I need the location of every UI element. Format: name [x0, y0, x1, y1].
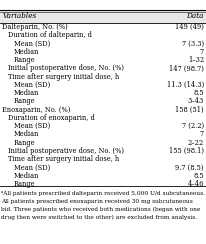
Text: Mean (SD): Mean (SD): [14, 40, 50, 48]
Text: ᵃAll patients prescribed dalteparin received 5,000 U/d subcutaneous.: ᵃAll patients prescribed dalteparin rece…: [1, 191, 204, 195]
Text: 2–22: 2–22: [187, 139, 203, 147]
Text: Median: Median: [14, 130, 39, 138]
Text: Range: Range: [14, 180, 35, 188]
Text: 7: 7: [199, 130, 203, 138]
Text: Range: Range: [14, 56, 35, 64]
Text: 147 (98.7): 147 (98.7): [168, 64, 203, 72]
Text: Dalteparin, No. (%): Dalteparin, No. (%): [2, 23, 67, 31]
Text: 8.5: 8.5: [192, 89, 203, 97]
Text: Time after surgery initial dose, h: Time after surgery initial dose, h: [8, 155, 119, 163]
Text: 158 (51): 158 (51): [174, 106, 203, 114]
Text: bid. Three patients who received both medications (began with one: bid. Three patients who received both me…: [1, 206, 199, 212]
Text: Time after surgery initial dose, h: Time after surgery initial dose, h: [8, 73, 119, 81]
Text: Mean (SD): Mean (SD): [14, 122, 50, 130]
Text: 155 (98.1): 155 (98.1): [168, 147, 203, 155]
Text: Duration of dalteparin, d: Duration of dalteparin, d: [8, 31, 91, 39]
Text: 9.7 (8.5): 9.7 (8.5): [175, 163, 203, 171]
Text: Median: Median: [14, 48, 39, 56]
Text: 7 (2.2): 7 (2.2): [181, 122, 203, 130]
Text: 8.5: 8.5: [192, 172, 203, 180]
Text: 7: 7: [199, 48, 203, 56]
Text: All patients prescribed enoxaparin received 30 mg subcutaneous: All patients prescribed enoxaparin recei…: [1, 199, 192, 203]
Text: drug then were switched to the other) are excluded from analysis.: drug then were switched to the other) ar…: [1, 214, 196, 220]
Text: 4–46: 4–46: [187, 180, 203, 188]
Text: Variables: Variables: [3, 12, 37, 20]
Text: Duration of enoxaparin, d: Duration of enoxaparin, d: [8, 114, 94, 122]
Text: Initial postoperative dose, No. (%): Initial postoperative dose, No. (%): [8, 64, 123, 72]
Text: Enoxaparin, No. (%): Enoxaparin, No. (%): [2, 106, 70, 114]
Text: Range: Range: [14, 97, 35, 105]
Text: 7 (3.3): 7 (3.3): [181, 40, 203, 48]
Text: Mean (SD): Mean (SD): [14, 81, 50, 89]
Text: 149 (49): 149 (49): [174, 23, 203, 31]
Text: Range: Range: [14, 139, 35, 147]
Text: Median: Median: [14, 172, 39, 180]
Text: 3–43: 3–43: [187, 97, 203, 105]
Text: 11.3 (14.3): 11.3 (14.3): [166, 81, 203, 89]
Text: 1–32: 1–32: [187, 56, 203, 64]
Text: Data: Data: [186, 12, 203, 20]
Text: Median: Median: [14, 89, 39, 97]
Text: Initial postoperative dose, No. (%): Initial postoperative dose, No. (%): [8, 147, 123, 155]
Bar: [0, 10, 206, 23]
Text: Mean (SD): Mean (SD): [14, 163, 50, 171]
